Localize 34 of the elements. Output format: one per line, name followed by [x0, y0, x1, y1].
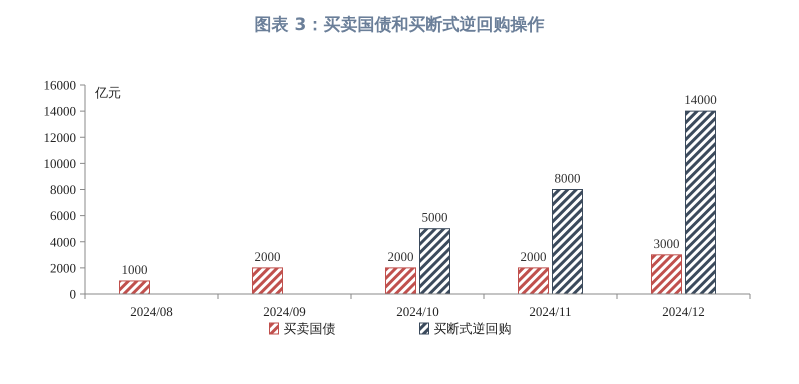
bar — [252, 267, 283, 294]
data-label: 5000 — [422, 210, 448, 225]
bar — [419, 228, 450, 294]
data-label: 14000 — [684, 92, 717, 108]
x-tick-label: 2024/10 — [396, 304, 439, 319]
chart-title: 图表 3：买卖国债和买断式逆回购操作 — [254, 15, 544, 35]
y-tick-label: 4000 — [50, 234, 76, 250]
y-tick-label: 16000 — [44, 78, 76, 92]
x-tick-label: 2024/08 — [130, 304, 173, 319]
bar — [552, 189, 583, 294]
data-label: 2000 — [388, 248, 414, 264]
bar — [385, 267, 416, 294]
y-tick-label: 2000 — [50, 260, 76, 276]
bar — [685, 110, 716, 294]
data-label: 2000 — [520, 248, 546, 264]
bar — [518, 267, 549, 294]
y-tick-label: 10000 — [44, 156, 76, 171]
y-tick-label: 6000 — [50, 208, 76, 224]
legend-label: 买卖国债 — [284, 322, 336, 337]
y-tick-label: 14000 — [44, 104, 76, 119]
y-tick-label: 12000 — [44, 130, 76, 145]
bar — [119, 280, 150, 294]
data-label: 8000 — [554, 170, 580, 186]
data-label: 3000 — [654, 236, 680, 251]
x-tick-label: 2024/12 — [662, 304, 705, 319]
bar — [651, 254, 682, 294]
y-tick-label: 0 — [70, 286, 76, 302]
y-axis-title: 亿元 — [94, 86, 121, 101]
x-tick-label: 2024/09 — [263, 304, 306, 319]
x-tick-label: 2024/11 — [529, 304, 572, 319]
legend-label: 买断式逆回购 — [434, 322, 512, 337]
y-tick-label: 8000 — [50, 182, 76, 197]
data-label: 2000 — [254, 248, 280, 264]
data-label: 1000 — [122, 262, 148, 277]
